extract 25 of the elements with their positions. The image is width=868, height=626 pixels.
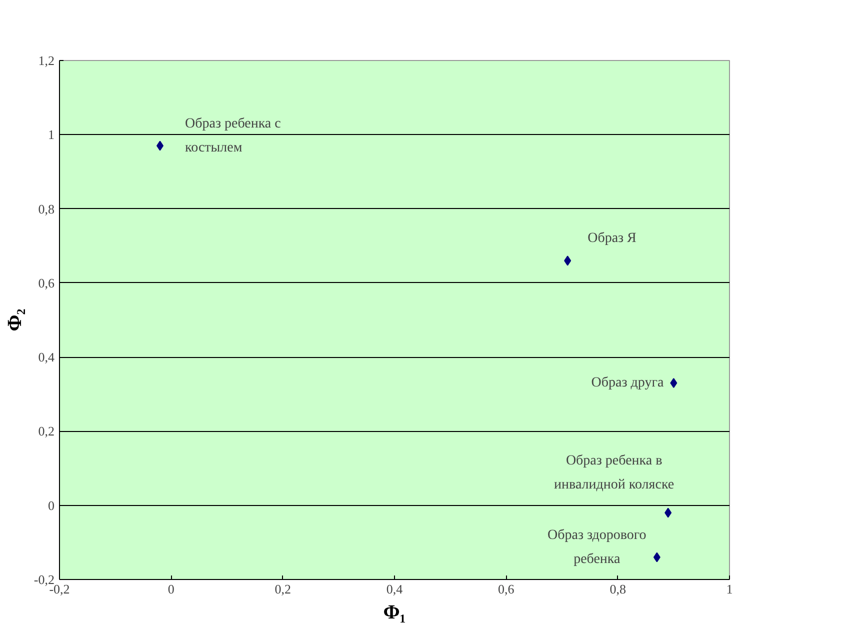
x-tick-label: 0	[168, 582, 174, 596]
point	[670, 378, 678, 388]
annotation: Образ ребенка в инвалидной коляске	[554, 453, 674, 492]
y-tick-label: 0,8	[38, 201, 54, 216]
annotation: Образ друга	[591, 376, 664, 391]
y-tick-label: -0,2	[34, 572, 55, 587]
annotation: Образ ребенка с костылем	[185, 116, 281, 156]
point	[664, 508, 672, 518]
y-tick-label: 0	[48, 498, 54, 513]
point	[564, 256, 572, 266]
y-tick-label: 1	[48, 127, 54, 142]
x-tick-label: 0,2	[274, 582, 291, 596]
annotation: Образ Я	[588, 231, 636, 246]
x-tick-label: 1	[726, 582, 733, 596]
y-tick-label: 0,6	[38, 275, 55, 290]
y-tick-label: 0,4	[38, 350, 55, 365]
y-tick-label: 1,2	[38, 53, 54, 68]
x-tick-label: 0,4	[386, 582, 404, 596]
annotation: Образ здорового ребенка	[548, 528, 646, 567]
point	[653, 552, 660, 562]
y-axis-title: Φ₂	[4, 308, 26, 332]
y-tick-label: 0,2	[38, 424, 54, 439]
x-tick-label: 0,6	[498, 582, 515, 596]
x-tick-label: 0,8	[610, 582, 626, 596]
x-axis-title: Φ₁	[383, 602, 406, 624]
